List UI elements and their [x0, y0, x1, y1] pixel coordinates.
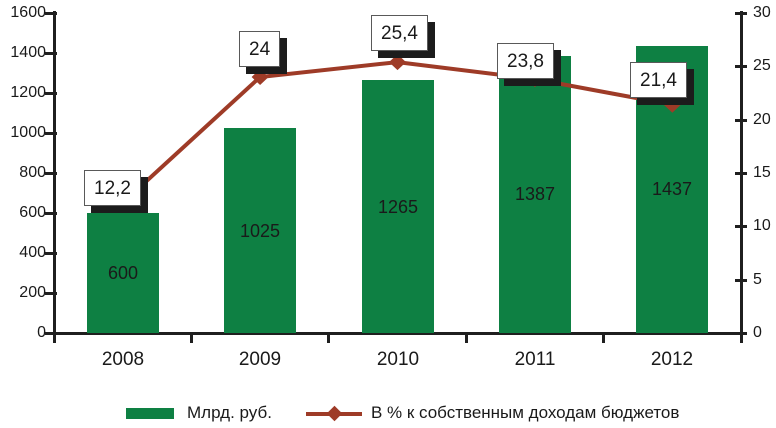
x-axis-tick [602, 332, 605, 343]
left-axis-tick-label: 1200 [10, 84, 46, 101]
line-point-label: 24 [239, 31, 281, 67]
left-axis-tick-label: 400 [19, 244, 46, 261]
legend: Млрд. руб. В % к собственным доходам бюд… [126, 403, 679, 423]
right-axis-tick-label: 15 [753, 164, 771, 181]
legend-bar-label: Млрд. руб. [187, 403, 272, 422]
left-axis-tick [45, 212, 57, 215]
x-axis-tick [190, 332, 193, 343]
right-axis-tick-label: 20 [753, 111, 771, 128]
left-axis-tick [45, 292, 57, 295]
right-axis-tick-label: 25 [753, 57, 771, 74]
left-axis-tick [45, 332, 57, 335]
right-axis-tick [735, 65, 747, 68]
x-axis-line [53, 332, 743, 335]
bar [87, 213, 159, 333]
x-axis-category-label: 2012 [650, 349, 694, 370]
x-axis-category-label: 2011 [514, 349, 556, 370]
left-axis-tick-label: 1000 [10, 124, 46, 141]
x-axis-category-label: 2008 [101, 349, 145, 370]
left-axis-tick [45, 92, 57, 95]
left-axis-tick-label: 200 [19, 284, 46, 301]
right-axis-tick [735, 119, 747, 122]
left-axis-tick [45, 132, 57, 135]
left-axis-tick-label: 1600 [10, 4, 46, 21]
right-axis-tick [735, 12, 747, 15]
left-axis-tick [45, 12, 57, 15]
x-axis-category-label: 2009 [238, 349, 282, 370]
bar-value-label: 1437 [651, 179, 693, 199]
legend-line-label: В % к собственным доходам бюджетов [370, 403, 680, 422]
x-axis-tick [740, 332, 743, 343]
right-axis-tick [735, 279, 747, 282]
x-axis-tick [465, 332, 468, 343]
left-axis-tick-label: 1400 [10, 44, 46, 61]
x-axis-tick [53, 332, 56, 343]
left-axis-tick-label: 0 [37, 324, 46, 341]
bar-value-label: 600 [107, 263, 139, 283]
legend-bar-swatch [126, 407, 174, 419]
right-axis-tick-label: 10 [753, 217, 771, 234]
line-point-marker-icon [389, 54, 406, 71]
x-axis-tick [327, 332, 330, 343]
legend-line-swatch [305, 405, 362, 421]
legend-diamond-marker-icon [326, 405, 343, 421]
right-axis-tick-label: 30 [753, 4, 771, 21]
left-axis-tick [45, 252, 57, 255]
right-axis-tick [735, 225, 747, 228]
left-axis-tick [45, 52, 57, 55]
bar-value-label: 1387 [514, 184, 556, 204]
left-axis-tick-label: 600 [19, 204, 46, 221]
x-axis-category-label: 2010 [376, 349, 420, 370]
left-axis-tick [45, 172, 57, 175]
bar-value-label: 1025 [239, 221, 281, 241]
line-point-label: 23,8 [497, 43, 554, 79]
right-axis-tick-label: 0 [753, 324, 762, 341]
line-point-label: 12,2 [84, 170, 141, 206]
right-axis-tick [735, 172, 747, 175]
line-point-label: 21,4 [630, 62, 687, 98]
bar-value-label: 1265 [377, 197, 419, 217]
line-point-label: 25,4 [371, 15, 428, 51]
right-axis-tick-label: 5 [753, 271, 762, 288]
left-axis-tick-label: 800 [19, 164, 46, 181]
line-point-marker-icon [251, 69, 269, 85]
